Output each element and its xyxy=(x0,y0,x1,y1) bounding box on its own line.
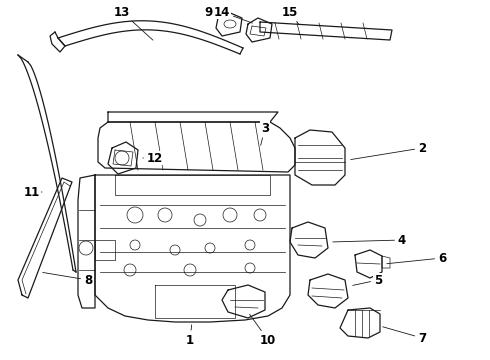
Text: 5: 5 xyxy=(353,274,382,287)
Text: 9: 9 xyxy=(204,5,223,18)
Text: 14: 14 xyxy=(214,5,252,23)
Text: 3: 3 xyxy=(261,122,269,145)
Text: 11: 11 xyxy=(24,185,42,198)
Text: 10: 10 xyxy=(249,314,276,346)
Text: 13: 13 xyxy=(114,5,153,40)
Text: 7: 7 xyxy=(383,327,426,345)
Text: 12: 12 xyxy=(143,152,163,165)
Text: 4: 4 xyxy=(333,234,406,247)
Text: 15: 15 xyxy=(282,5,298,24)
Text: 8: 8 xyxy=(43,273,92,287)
Text: 6: 6 xyxy=(387,252,446,265)
Text: 2: 2 xyxy=(351,141,426,159)
Text: 1: 1 xyxy=(186,325,194,346)
